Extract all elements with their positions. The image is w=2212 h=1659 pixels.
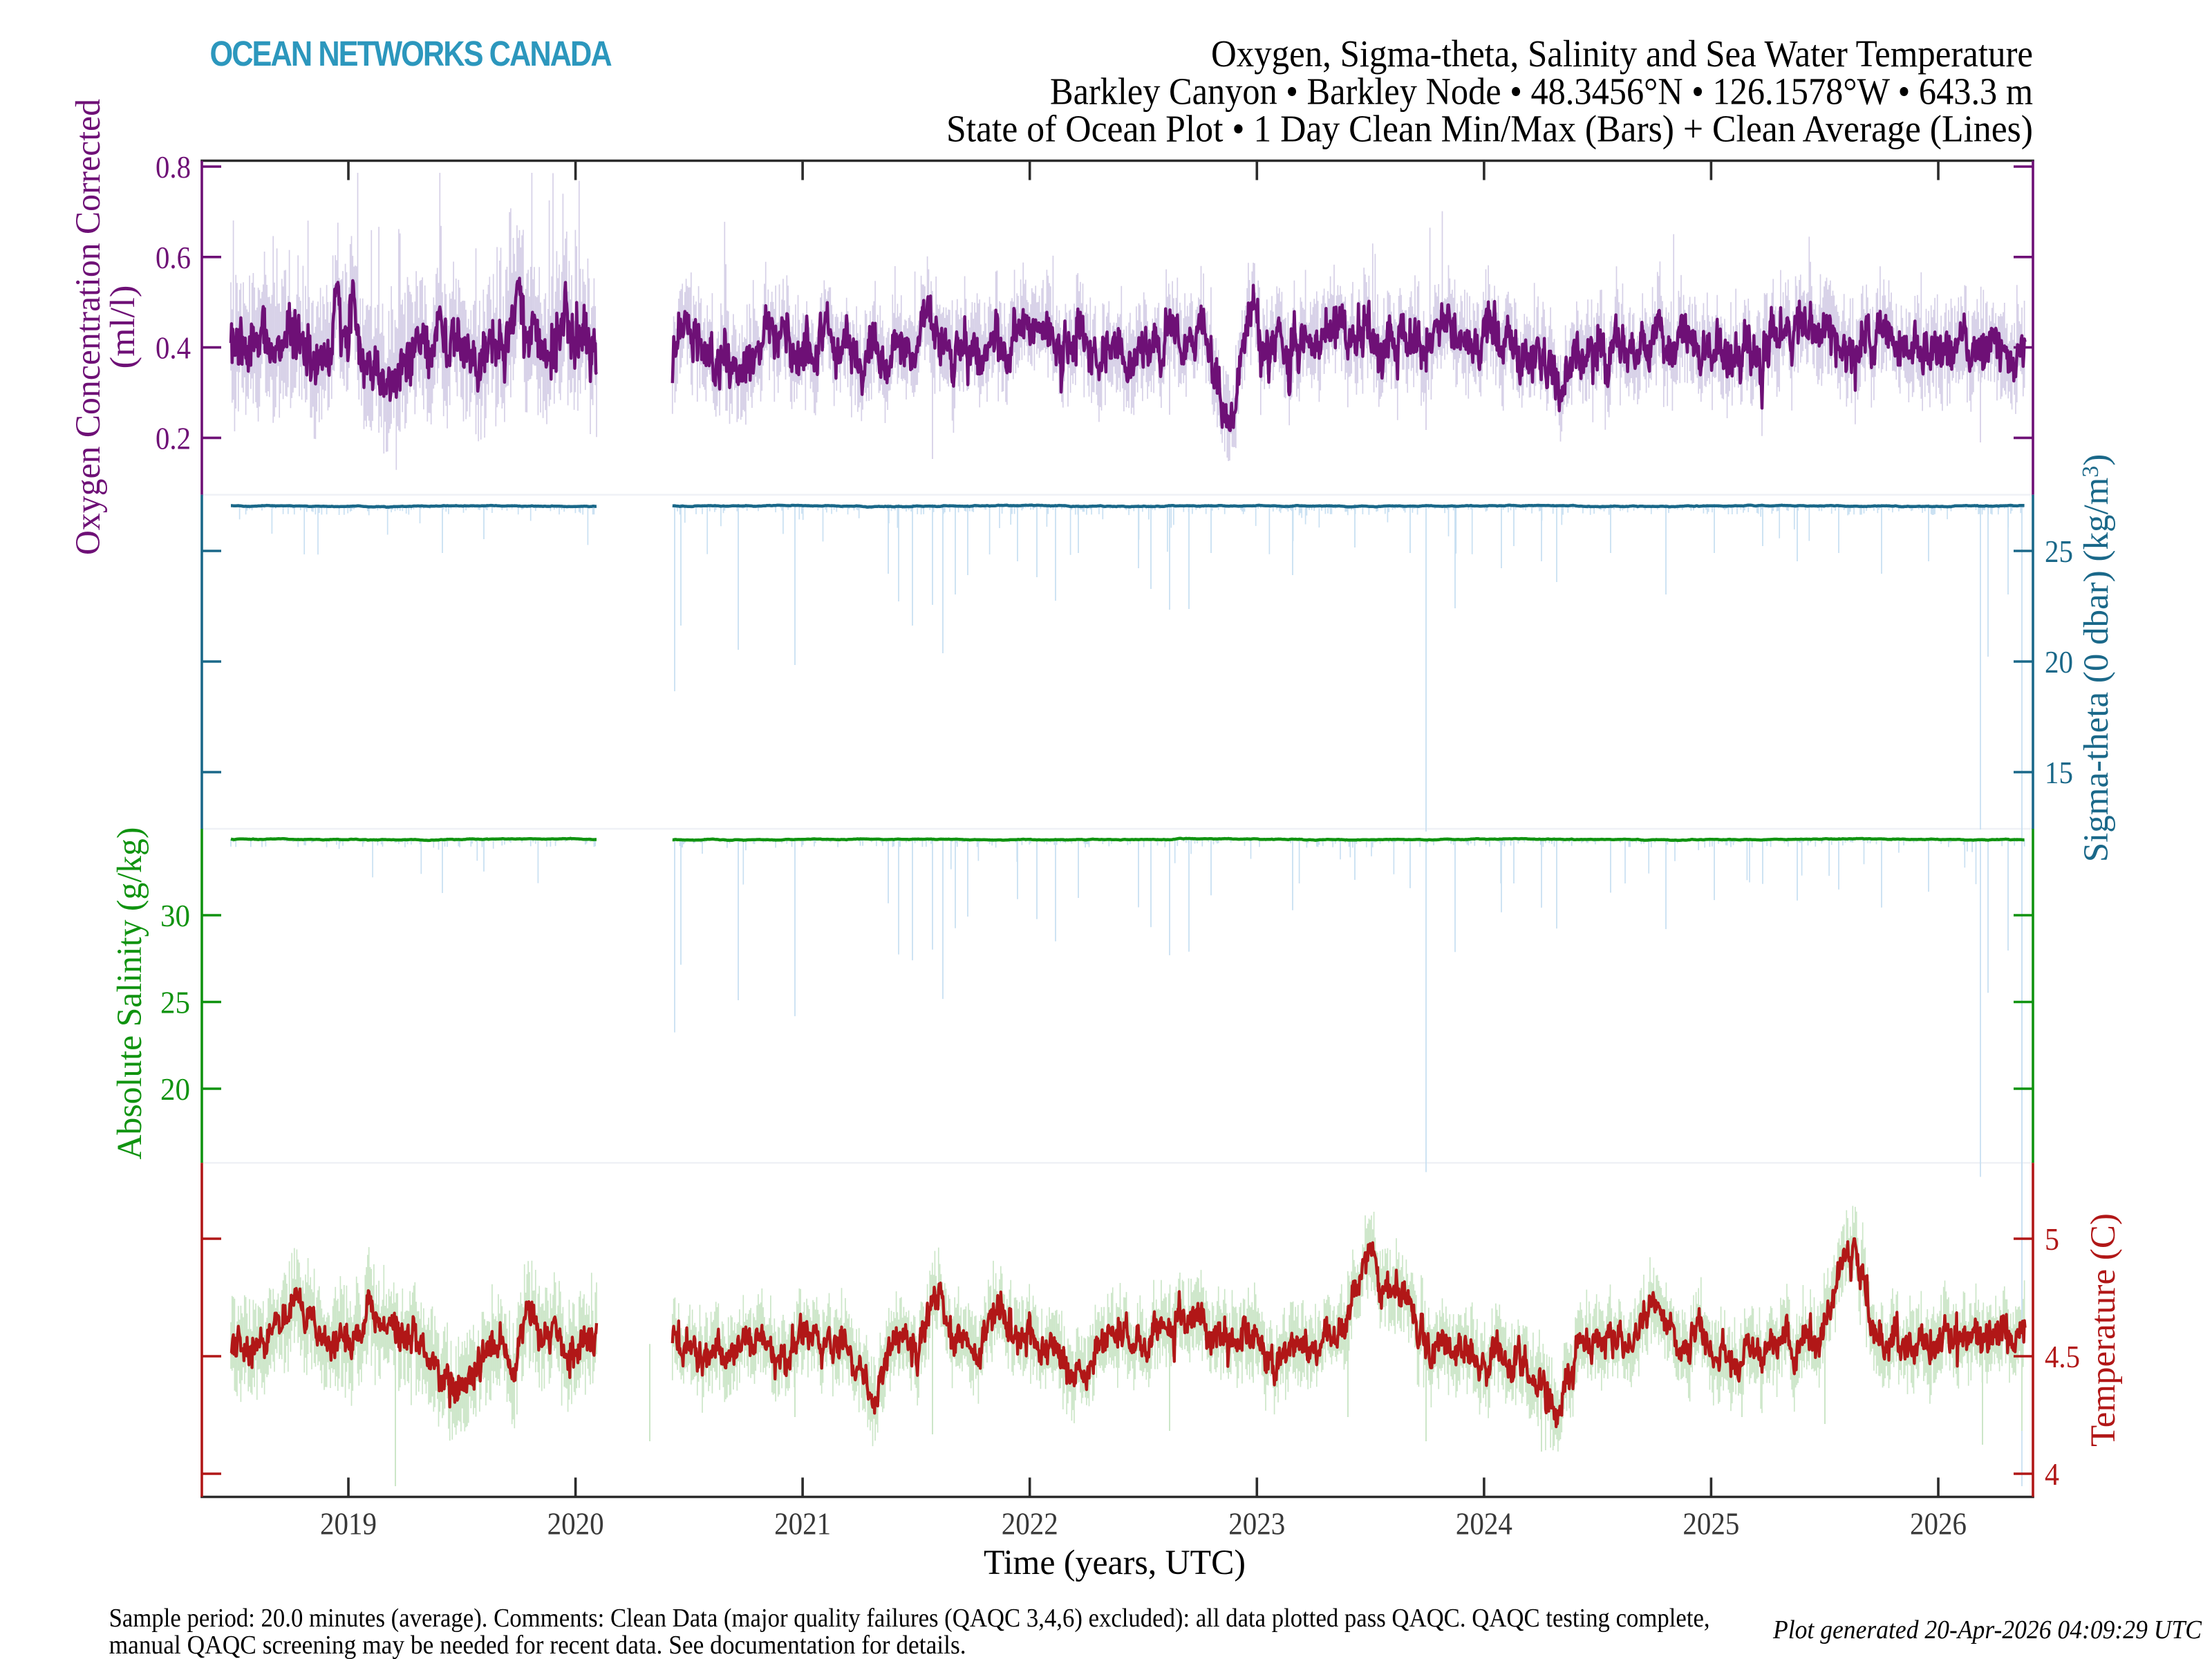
svg-text:2023: 2023 [1228,1506,1285,1541]
svg-text:5: 5 [2045,1221,2059,1257]
svg-text:0.6: 0.6 [156,240,191,275]
svg-text:0.8: 0.8 [156,149,191,185]
svg-text:Time (years, UTC): Time (years, UTC) [984,1544,1246,1582]
svg-text:2022: 2022 [1002,1506,1058,1541]
svg-text:OCEAN NETWORKS CANADA: OCEAN NETWORKS CANADA [209,35,612,74]
svg-text:2020: 2020 [547,1506,604,1541]
svg-text:Temperature (C): Temperature (C) [2084,1213,2123,1447]
svg-text:manual QAQC screening may be n: manual QAQC screening may be needed for … [109,1631,966,1659]
svg-text:2024: 2024 [1456,1506,1512,1541]
svg-text:2026: 2026 [1910,1506,1967,1541]
svg-text:4: 4 [2045,1456,2059,1492]
svg-text:2019: 2019 [320,1506,377,1541]
svg-text:Plot generated 20-Apr-2026 04:: Plot generated 20-Apr-2026 04:09:29 UTC [1772,1615,2202,1644]
svg-text:(ml/l): (ml/l) [104,285,142,369]
svg-text:Absolute Salinity (g/kg): Absolute Salinity (g/kg) [111,827,149,1160]
svg-text:20: 20 [160,1071,190,1107]
svg-text:2025: 2025 [1683,1506,1739,1541]
svg-text:2021: 2021 [774,1506,831,1541]
svg-text:0.4: 0.4 [156,330,191,366]
svg-text:25: 25 [2045,534,2073,569]
svg-text:Barkley Canyon • Barkley Node: Barkley Canyon • Barkley Node • 48.3456°… [1050,71,2033,113]
svg-text:Sample period: 20.0 minutes (a: Sample period: 20.0 minutes (average). C… [109,1604,1710,1633]
svg-text:15: 15 [2045,755,2073,790]
svg-text:4.5: 4.5 [2045,1339,2080,1374]
svg-text:Sigma-theta (0 dbar) (kg/m3): Sigma-theta (0 dbar) (kg/m3) [2077,454,2116,863]
svg-text:Oxygen, Sigma-theta, Salinity: Oxygen, Sigma-theta, Salinity and Sea Wa… [1211,32,2033,75]
svg-text:State of Ocean Plot • 1 Day Cl: State of Ocean Plot • 1 Day Clean Min/Ma… [946,108,2033,150]
svg-text:0.2: 0.2 [156,420,191,456]
svg-text:Oxygen Concentration Corrected: Oxygen Concentration Corrected [69,99,108,555]
svg-text:25: 25 [160,985,190,1020]
svg-text:30: 30 [160,898,190,933]
svg-text:20: 20 [2045,644,2073,679]
